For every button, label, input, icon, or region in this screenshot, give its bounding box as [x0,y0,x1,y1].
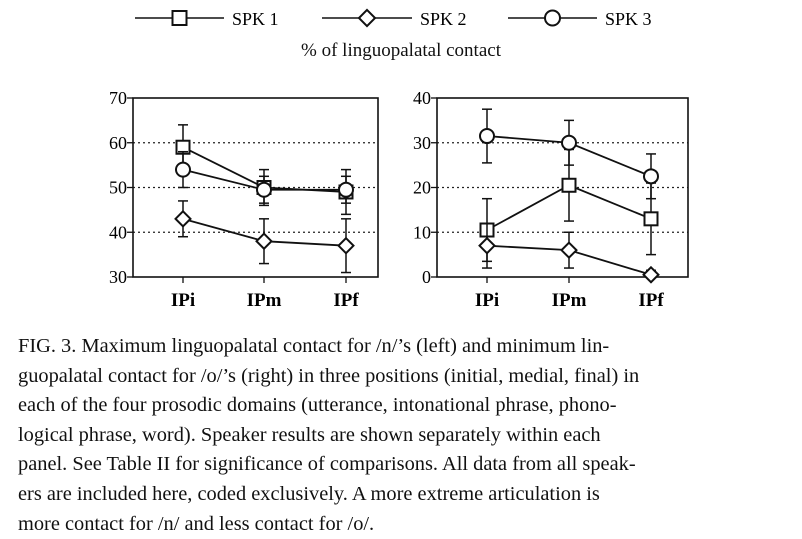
legend-marker-diamond [357,8,377,28]
y-tick-label: 40 [413,88,431,108]
legend-label: SPK 1 [232,9,279,29]
y-tick-label: 10 [413,222,431,242]
data-point-square [643,211,659,227]
chart-panel: 30 40 50 60 70 IPi IPm IPf [109,88,379,311]
legend-marker-circle [544,9,561,27]
caption-line: FIG. 3. Maximum linguopalatal contact fo… [18,335,610,357]
data-point-diamond [560,241,578,260]
y-tick-label: 0 [422,267,431,287]
caption-line: panel. See Table II for significance of … [18,453,636,476]
chart-subtitle: % of linguopalatal contact [301,40,501,61]
caption-line: ers are included here, coded exclusively… [18,482,600,505]
x-tick-label: IPi [171,290,195,311]
caption-line: each of the four prosodic domains (utter… [18,394,617,417]
x-tick-label: IPi [475,290,499,311]
data-point-circle [643,168,659,185]
data-point-diamond [174,209,192,228]
data-point-diamond [642,265,660,284]
y-tick-label: 30 [109,267,127,287]
data-point-circle [338,181,354,198]
caption-line: logical phrase, word). Speaker results a… [18,423,601,446]
data-point-circle [479,128,495,145]
chart-panel: 0 10 20 30 40 IPi IPm IPf [413,88,689,311]
plot-frame [436,97,689,278]
x-tick-label: IPm [552,290,587,311]
x-tick-label: IPm [247,290,282,311]
data-point-diamond [255,232,273,251]
y-tick-label: 40 [109,222,127,242]
y-tick-label: 30 [413,133,431,153]
data-point-circle [561,134,577,151]
x-tick-label: IPf [333,290,359,311]
legend-marker-square [171,10,188,26]
caption-line: more contact for /n/ and less contact fo… [18,512,375,535]
data-point-circle [175,161,191,178]
plot-frame [132,97,379,278]
figure-caption: FIG. 3. Maximum linguopalatal contact fo… [18,332,788,539]
y-tick-label: 20 [413,178,431,198]
y-tick-label: 50 [109,178,127,198]
data-point-square [561,177,577,193]
x-tick-label: IPf [638,290,664,311]
charts-area: 30 40 50 60 70 IPi IPm IPf 0 10 20 30 40 IPi IPm IPf [109,88,689,311]
data-point-diamond [478,236,496,255]
data-point-diamond [337,236,355,255]
caption-line: guopalatal contact for /o/’s (right) in … [18,364,640,387]
legend-label: SPK 3 [605,9,652,29]
y-tick-label: 60 [109,133,127,153]
chart-legend: SPK 1 SPK 2 SPK 3 [135,8,652,29]
legend-label: SPK 2 [420,9,467,29]
y-tick-label: 70 [109,88,127,108]
data-point-circle [256,181,272,198]
